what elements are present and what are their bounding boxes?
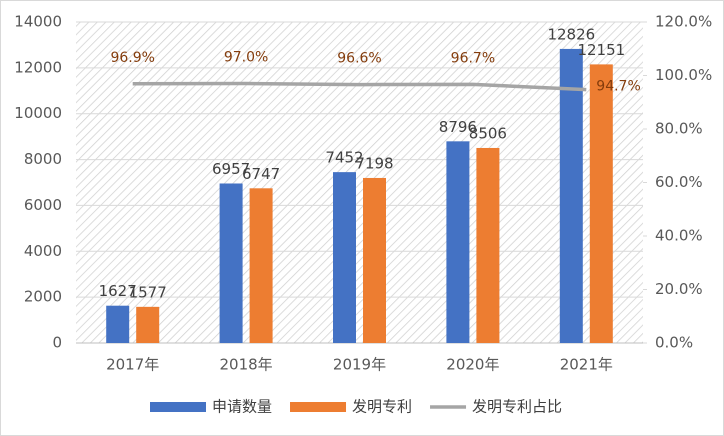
x-tick-label: 2020年 xyxy=(446,356,499,374)
bar xyxy=(219,183,243,343)
y-tick-label: 14000 xyxy=(14,13,62,31)
line-value-label: 96.9% xyxy=(110,50,154,66)
y2-tick-label: 0.0% xyxy=(655,334,693,352)
y2-tick-label: 100.0% xyxy=(655,66,712,84)
bar xyxy=(589,64,613,343)
legend-label: 申请数量 xyxy=(212,398,272,416)
x-tick-label: 2017年 xyxy=(106,356,159,374)
bar-value-label: 7198 xyxy=(355,154,393,172)
legend-swatch xyxy=(290,402,347,412)
y2-tick-label: 40.0% xyxy=(655,227,703,245)
line-value-label: 94.7% xyxy=(596,79,640,95)
bar-value-label: 8506 xyxy=(469,124,507,142)
bar xyxy=(106,305,130,343)
bar-value-label: 7452 xyxy=(325,149,363,167)
y2-tick-label: 60.0% xyxy=(655,173,703,191)
y-tick-label: 0 xyxy=(52,334,62,352)
y-tick-label: 8000 xyxy=(24,150,62,168)
bar xyxy=(559,48,583,343)
bar xyxy=(249,188,273,343)
line-series xyxy=(132,81,587,92)
legend-label: 发明专利占比 xyxy=(472,398,562,416)
y-tick-label: 12000 xyxy=(14,58,62,76)
y-tick-label: 6000 xyxy=(24,196,62,214)
bar-value-label: 12151 xyxy=(577,41,625,59)
y-tick-label: 10000 xyxy=(14,104,62,122)
bar-value-label: 6957 xyxy=(212,160,250,178)
line-value-label: 96.7% xyxy=(451,50,495,66)
bar xyxy=(446,141,470,343)
bar-value-label: 8796 xyxy=(439,118,477,136)
y2-tick-label: 80.0% xyxy=(655,120,703,138)
legend-swatch xyxy=(150,402,206,412)
x-tick-label: 2021年 xyxy=(560,356,613,374)
legend-label: 发明专利 xyxy=(352,398,412,416)
bar-value-label: 6747 xyxy=(242,165,280,183)
bar-value-label: 1577 xyxy=(129,283,167,301)
y-tick-label: 4000 xyxy=(24,242,62,260)
x-tick-label: 2018年 xyxy=(220,356,273,374)
y-tick-label: 2000 xyxy=(24,288,62,306)
bar xyxy=(476,147,500,343)
bar xyxy=(333,172,356,343)
bar xyxy=(363,177,386,343)
bar-value-label: 12826 xyxy=(547,25,595,43)
bar-value-label: 1627 xyxy=(99,282,137,300)
x-tick-label: 2019年 xyxy=(333,356,386,374)
y2-tick-label: 20.0% xyxy=(655,280,703,298)
line-value-label: 97.0% xyxy=(224,50,268,66)
bar xyxy=(136,306,160,343)
plot-area xyxy=(76,22,643,343)
y2-tick-label: 120.0% xyxy=(655,13,712,31)
line-value-label: 96.6% xyxy=(337,51,381,67)
